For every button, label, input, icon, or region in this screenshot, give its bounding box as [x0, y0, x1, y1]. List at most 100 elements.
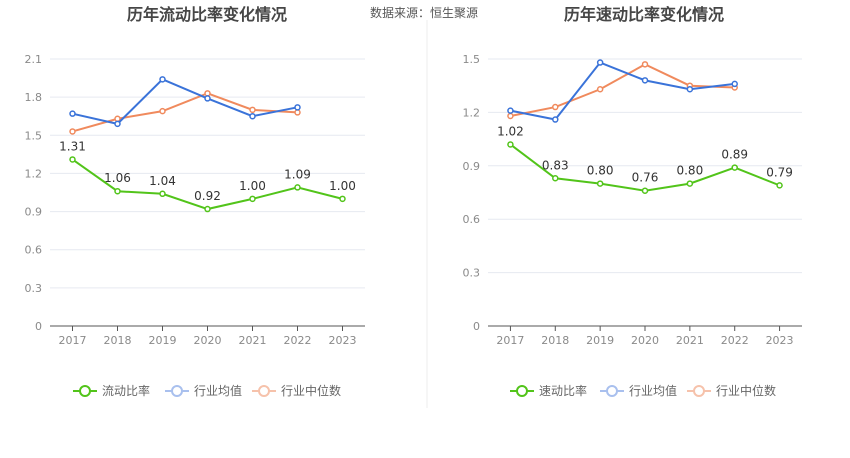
y-tick-label: 0.6 [463, 213, 481, 226]
data-point[interactable] [69, 128, 76, 135]
y-tick-label: 0 [473, 320, 480, 333]
y-tick-label: 1.2 [463, 106, 481, 119]
data-point[interactable] [507, 112, 514, 120]
data-point[interactable] [507, 107, 514, 114]
chart-title-quick-ratio: 历年速动比率变化情况 [564, 5, 724, 24]
legend-item-company[interactable]: 流动比率 [73, 383, 150, 398]
chart-title-current-ratio: 历年流动比率变化情况 [127, 5, 287, 24]
legend-item-industry-avg[interactable]: 行业均值 [600, 383, 677, 398]
y-tick-label: 2.1 [25, 53, 43, 66]
data-point[interactable] [686, 180, 694, 187]
legend-marker-icon [171, 385, 183, 397]
x-tick-label: 2019 [586, 334, 614, 347]
data-label: 0.80 [587, 164, 614, 178]
legend-label: 行业均值 [629, 383, 677, 398]
legend-label: 行业中位数 [716, 383, 776, 398]
x-tick-label: 2023 [766, 334, 794, 347]
y-tick-label: 1.2 [25, 167, 43, 180]
data-label: 0.80 [676, 164, 703, 178]
x-tick-label: 2017 [59, 334, 87, 347]
data-point[interactable] [159, 190, 166, 198]
industry-avg-series [507, 59, 738, 123]
data-point[interactable] [114, 120, 121, 128]
data-label: 0.83 [542, 158, 569, 172]
company-series: 1.02 0.83 0.80 0.76 0.80 0.89 0.79 [497, 124, 793, 194]
x-tick-label: 2018 [104, 334, 132, 347]
data-point[interactable] [69, 110, 76, 117]
industry-median-series [507, 61, 738, 120]
x-tick-label: 2019 [149, 334, 177, 347]
y-tick-label: 0.9 [25, 206, 43, 219]
data-point[interactable] [596, 180, 604, 187]
series-line [72, 78, 298, 125]
legend-item-industry-median[interactable]: 行业中位数 [687, 383, 776, 398]
legend-marker-icon [516, 385, 528, 397]
data-point[interactable] [552, 103, 559, 111]
y-tick-label: 0 [35, 320, 42, 333]
data-point[interactable] [641, 187, 649, 194]
data-label: 1.00 [329, 179, 356, 193]
data-point[interactable] [731, 164, 738, 171]
data-point[interactable] [596, 86, 604, 93]
data-point[interactable] [159, 107, 166, 115]
data-label: 0.76 [632, 171, 659, 185]
data-point[interactable] [204, 205, 211, 213]
y-tick-label: 1.5 [463, 53, 481, 66]
legend-quick-ratio: 速动比率 行业均值 行业中位数 [510, 383, 776, 398]
legend-marker-icon [79, 385, 91, 397]
data-point[interactable] [507, 141, 514, 148]
data-point[interactable] [249, 195, 256, 203]
legend-item-industry-avg[interactable]: 行业均值 [165, 383, 242, 398]
x-tick-label: 2020 [194, 334, 222, 347]
legend-item-industry-median[interactable]: 行业中位数 [252, 383, 341, 398]
x-tick-label: 2021 [239, 334, 267, 347]
x-tick-label: 2023 [329, 334, 357, 347]
data-point[interactable] [114, 115, 121, 123]
legend-marker-icon [693, 385, 705, 397]
data-point[interactable] [641, 61, 649, 68]
x-tick-label: 2018 [541, 334, 569, 347]
data-point[interactable] [596, 59, 604, 66]
legend-label: 速动比率 [539, 383, 587, 398]
data-point[interactable] [294, 104, 301, 111]
y-tick-label: 1.8 [25, 91, 43, 104]
data-point[interactable] [686, 86, 694, 93]
data-point[interactable] [776, 182, 783, 189]
y-tick-label: 1.5 [25, 129, 43, 142]
data-label: 1.04 [149, 174, 176, 188]
data-point[interactable] [249, 112, 256, 120]
x-tick-label: 2020 [631, 334, 659, 347]
data-label: 0.92 [194, 189, 221, 203]
current-ratio-chart: 0 0.3 0.6 0.9 1.2 1.5 1.8 2.1 2017 2018 2019 2020 20… [25, 53, 365, 347]
data-point[interactable] [731, 80, 738, 88]
series-line [510, 63, 735, 117]
y-tick-label: 0.3 [25, 282, 43, 295]
data-point[interactable] [552, 175, 559, 182]
data-point[interactable] [641, 77, 649, 84]
y-tick-label: 0.6 [25, 244, 43, 257]
data-point[interactable] [159, 76, 166, 83]
x-tick-label: 2017 [496, 334, 524, 347]
legend-label: 行业中位数 [281, 383, 341, 398]
series-line [510, 61, 735, 121]
data-point[interactable] [339, 195, 346, 203]
legend-label: 流动比率 [102, 383, 150, 398]
data-point[interactable] [552, 116, 559, 123]
data-label: 1.02 [497, 124, 524, 138]
legend-label: 行业均值 [194, 383, 242, 398]
data-label: 1.09 [284, 167, 311, 181]
legend-marker-icon [258, 385, 270, 397]
data-point[interactable] [204, 95, 211, 102]
data-point[interactable] [204, 90, 211, 97]
data-label: 0.79 [766, 165, 793, 179]
data-point[interactable] [249, 106, 256, 114]
series-line [72, 92, 298, 133]
x-tick-label: 2022 [721, 334, 749, 347]
data-point[interactable] [114, 187, 121, 195]
data-point[interactable] [294, 109, 301, 116]
data-label: 1.31 [59, 139, 86, 153]
data-point[interactable] [69, 156, 76, 163]
data-point[interactable] [294, 184, 301, 191]
legend-item-company[interactable]: 速动比率 [510, 383, 587, 398]
